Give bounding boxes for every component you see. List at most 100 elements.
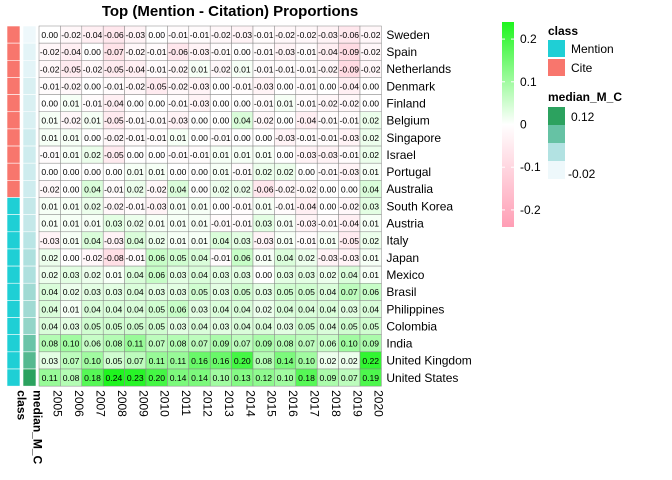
cell-value-label: 0.06 bbox=[320, 339, 337, 349]
row-label: South Korea bbox=[386, 199, 453, 213]
cell-value-label: -0.01 bbox=[168, 99, 188, 109]
cell-value-label: 0.06 bbox=[84, 339, 101, 349]
row-label: Israel bbox=[386, 148, 415, 162]
cell-value-label: 0.04 bbox=[277, 304, 294, 314]
median-annotation-cell bbox=[22, 180, 37, 198]
cell-value-label: 0.10 bbox=[213, 373, 230, 383]
median-annotation-cell bbox=[22, 231, 37, 250]
cell-value-label: -0.02 bbox=[40, 64, 60, 74]
median-legend-swatch bbox=[548, 107, 565, 125]
cell-value-label: 0.02 bbox=[320, 356, 337, 366]
cell-value-label: 0.18 bbox=[298, 373, 315, 383]
cell-value-label: 0.03 bbox=[191, 304, 208, 314]
cell-value-label: 0.23 bbox=[127, 373, 144, 383]
cell-value-label: 0.01 bbox=[41, 133, 58, 143]
class-annotation-cell bbox=[6, 334, 21, 353]
median-annotation-cell bbox=[22, 265, 37, 284]
cell-value-label: 0.08 bbox=[277, 339, 294, 349]
cell-value-label: 0.02 bbox=[127, 219, 144, 229]
cell-value-label: 0.07 bbox=[341, 373, 358, 383]
median-legend-label: 0.12 bbox=[571, 110, 595, 124]
cell-value-label: 0.14 bbox=[170, 373, 187, 383]
value-legend: 0.2 0.1 0 -0.1 -0.2 bbox=[502, 22, 541, 227]
cell-value-label: 0.03 bbox=[213, 287, 230, 297]
cell-value-label: 0.03 bbox=[234, 270, 251, 280]
cell-value-label: 0.03 bbox=[106, 219, 123, 229]
cell-value-label: 0.10 bbox=[298, 356, 315, 366]
column-label: 2011 bbox=[179, 390, 193, 416]
cell-value-label: 0.04 bbox=[191, 270, 208, 280]
cell-value-label: 0.01 bbox=[191, 236, 208, 246]
cell-value-label: 0.04 bbox=[84, 184, 101, 194]
cell-value-label: 0.00 bbox=[213, 201, 230, 211]
cell-value-label: 0.24 bbox=[106, 373, 123, 383]
annotation-column-label: median_M_C bbox=[31, 390, 45, 464]
row-label: Finland bbox=[386, 96, 425, 110]
cell-value-label: 0.22 bbox=[362, 356, 379, 366]
row-label: Brasil bbox=[386, 285, 416, 299]
cell-value-label: 0.16 bbox=[191, 356, 208, 366]
median-legend-title: median_M_C bbox=[548, 90, 622, 104]
cell-value-label: 0.08 bbox=[106, 339, 123, 349]
cell-value-label: 0.00 bbox=[362, 81, 379, 91]
cell-value-label: 0.04 bbox=[277, 253, 294, 263]
cell-value-label: -0.03 bbox=[233, 30, 253, 40]
class-annotation-cell bbox=[6, 214, 21, 233]
cell-value-label: -0.02 bbox=[318, 99, 338, 109]
cell-value-label: 0.00 bbox=[84, 81, 101, 91]
cell-value-label: -0.01 bbox=[211, 47, 231, 57]
cell-value-label: 0.07 bbox=[63, 356, 80, 366]
cell-value-label: -0.01 bbox=[254, 30, 274, 40]
cell-value-label: -0.03 bbox=[254, 81, 274, 91]
cell-value-label: -0.04 bbox=[297, 201, 317, 211]
cell-value-label: 0.00 bbox=[320, 184, 337, 194]
cell-value-label: -0.05 bbox=[104, 116, 124, 126]
cell-value-label: 0.01 bbox=[127, 167, 144, 177]
cell-value-label: 0.05 bbox=[277, 287, 294, 297]
cell-value-label: 0.09 bbox=[362, 339, 379, 349]
cell-value-label: 0.04 bbox=[362, 184, 379, 194]
cell-value-label: -0.01 bbox=[318, 219, 338, 229]
cell-value-label: 0.20 bbox=[234, 356, 251, 366]
cell-value-label: -0.01 bbox=[254, 47, 274, 57]
median-legend: median_M_C 0.12 -0.02 bbox=[548, 90, 622, 181]
cell-value-label: -0.03 bbox=[190, 81, 210, 91]
cell-value-label: -0.02 bbox=[83, 253, 103, 263]
cell-value-label: 0.03 bbox=[63, 270, 80, 280]
cell-value-label: -0.03 bbox=[275, 133, 295, 143]
cell-value-label: -0.01 bbox=[297, 236, 317, 246]
cell-value-label: -0.03 bbox=[318, 30, 338, 40]
cell-value-label: -0.09 bbox=[340, 47, 360, 57]
row-label: Philippines bbox=[386, 302, 444, 316]
row-label: Mexico bbox=[386, 268, 424, 282]
cell-value-label: 0.12 bbox=[255, 373, 272, 383]
cell-value-label: 0.00 bbox=[41, 30, 58, 40]
cell-value-label: 0.00 bbox=[191, 184, 208, 194]
cell-value-label: 0.00 bbox=[213, 116, 230, 126]
value-legend-label: 0 bbox=[520, 118, 527, 132]
cell-value-label: -0.01 bbox=[340, 116, 360, 126]
cell-value-label: -0.02 bbox=[40, 47, 60, 57]
cell-value-label: 0.00 bbox=[320, 201, 337, 211]
cell-value-label: 0.08 bbox=[63, 373, 80, 383]
cell-value-label: 0.06 bbox=[170, 304, 187, 314]
cell-value-label: 0.00 bbox=[234, 133, 251, 143]
class-annotation-cell bbox=[6, 265, 21, 284]
cell-value-label: 0.06 bbox=[148, 253, 165, 263]
cell-value-label: 0.02 bbox=[63, 287, 80, 297]
cell-value-label: -0.02 bbox=[61, 116, 81, 126]
cell-value-label: 0.02 bbox=[213, 184, 230, 194]
cell-value-label: 0.02 bbox=[255, 167, 272, 177]
cell-value-label: -0.03 bbox=[318, 253, 338, 263]
median-annotation-cell bbox=[22, 145, 37, 164]
median-annotation-cell bbox=[22, 162, 37, 181]
cell-value-label: -0.01 bbox=[275, 64, 295, 74]
cell-value-label: 0.04 bbox=[234, 116, 251, 126]
cell-value-label: 0.01 bbox=[148, 219, 165, 229]
cell-value-label: 0.04 bbox=[213, 236, 230, 246]
cell-value-label: -0.01 bbox=[190, 150, 210, 160]
class-annotation-cell bbox=[6, 231, 21, 250]
cell-value-label: 0.03 bbox=[213, 270, 230, 280]
value-legend-label: -0.1 bbox=[520, 160, 541, 174]
cell-value-label: 0.00 bbox=[170, 167, 187, 177]
